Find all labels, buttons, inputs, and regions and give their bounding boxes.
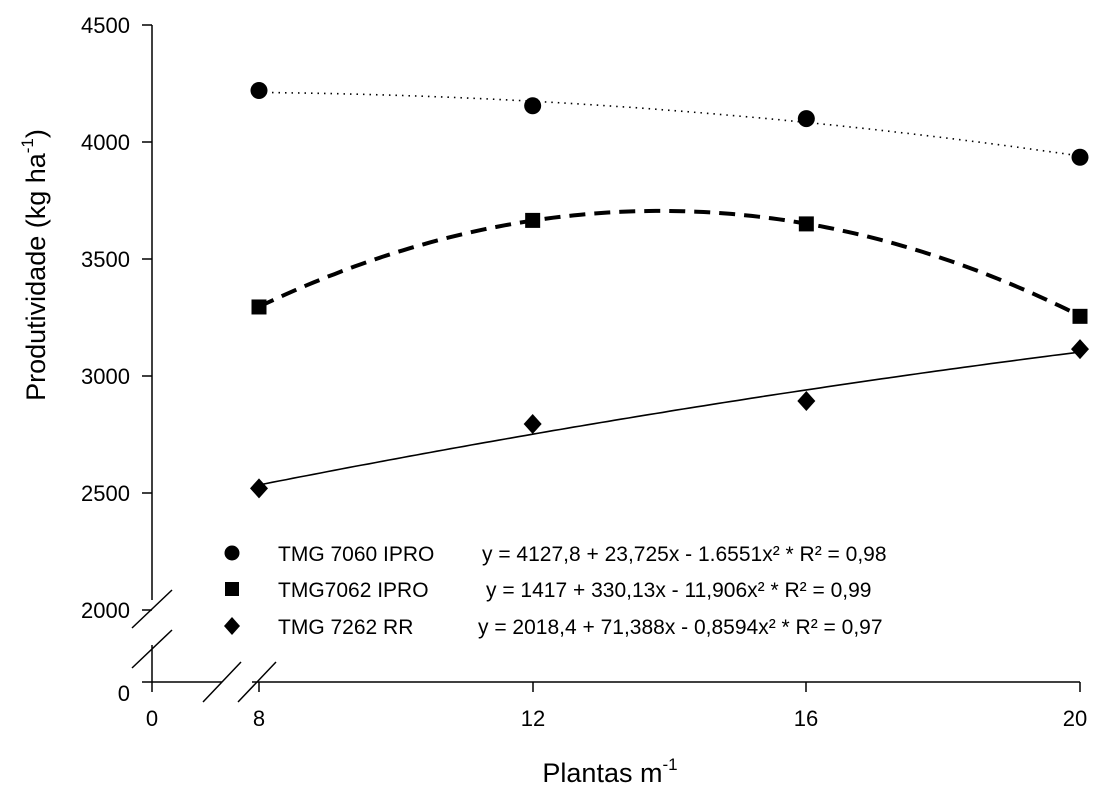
data-point-series-2-x-16 <box>797 391 816 412</box>
y-axis-title: Produtividade (kg ha-1) <box>18 129 51 401</box>
x-tick-label-0: 0 <box>146 706 158 731</box>
x-tick-label-8: 8 <box>253 706 265 731</box>
y-axis-title-suffix: ) <box>21 129 51 138</box>
x-tick-label-16: 16 <box>794 706 818 731</box>
fit-line-series-2 <box>258 351 1081 486</box>
y-break-mark-upper <box>131 589 173 629</box>
y-tick-label-2000: 2000 <box>81 598 130 623</box>
data-point-series-0-x-8 <box>250 82 268 100</box>
x-tick-label-12: 12 <box>521 706 545 731</box>
y-tick-label-0: 0 <box>118 681 130 706</box>
legend-marker-diamond <box>224 617 240 635</box>
y-tick-label-3500: 3500 <box>81 247 130 272</box>
data-point-series-0-x-12 <box>524 97 542 115</box>
data-point-series-1-x-20 <box>1072 308 1088 324</box>
legend-entry-0-name: TMG 7060 IPRO <box>278 543 434 566</box>
x-break-mark-left <box>202 661 242 703</box>
y-axis-title-text: Produtividade (kg ha <box>21 152 51 401</box>
legend: TMG 7060 IPRO y = 4127,8 + 23,725x - 1.6… <box>224 543 887 639</box>
fit-line-series-1 <box>258 208 1081 318</box>
legend-entry-1-equation: y = 1417 + 330,13x - 11,906x² * R² = 0,9… <box>486 579 871 602</box>
legend-entry-0-equation: y = 4127,8 + 23,725x - 1.6551x² * R² = 0… <box>482 543 887 566</box>
data-point-series-1-x-12 <box>525 212 541 228</box>
data-point-series-2-x-12 <box>523 413 542 434</box>
legend-marker-square <box>225 582 239 596</box>
data-point-series-2-x-20 <box>1071 339 1089 360</box>
x-axis-title-superscript: -1 <box>662 755 677 774</box>
y-axis-title-superscript: -1 <box>18 138 37 153</box>
x-ticks: 0 8 12 16 20 <box>146 682 1087 731</box>
x-break-mark-right <box>237 661 277 703</box>
data-point-series-1-x-16 <box>798 216 814 232</box>
legend-entry-2-equation: y = 2018,4 + 71,388x - 0,8594x² * R² = 0… <box>478 616 883 639</box>
y-tick-label-3000: 3000 <box>81 364 130 389</box>
x-axis-title: Plantas m-1 <box>542 755 677 788</box>
data-point-series-0-x-20 <box>1071 148 1089 166</box>
axes <box>131 25 1080 703</box>
data-points <box>250 82 1089 499</box>
y-tick-label-4500: 4500 <box>81 13 130 38</box>
legend-entry-1-name: TMG7062 IPRO <box>278 579 429 602</box>
fit-lines <box>258 91 1081 486</box>
data-point-series-2-x-8 <box>250 478 268 499</box>
data-point-series-1-x-8 <box>251 299 267 315</box>
fit-line-series-0 <box>259 91 1081 157</box>
y-tick-label-2500: 2500 <box>81 481 130 506</box>
y-ticks: 0 2000 2500 3000 3500 4000 4500 <box>81 13 152 706</box>
data-point-series-0-x-16 <box>797 110 815 128</box>
x-tick-label-20: 20 <box>1063 706 1087 731</box>
y-break-mark-lower <box>131 629 173 669</box>
legend-marker-circle <box>224 545 240 561</box>
y-tick-label-4000: 4000 <box>81 130 130 155</box>
x-axis-title-text: Plantas m <box>542 758 662 788</box>
legend-entry-2-name: TMG 7262 RR <box>278 616 413 639</box>
